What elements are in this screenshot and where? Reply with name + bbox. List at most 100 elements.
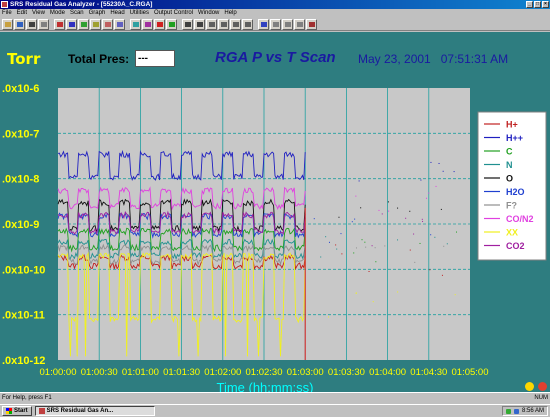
toolbar-button-11[interactable] bbox=[142, 18, 153, 30]
x-tick-label: 01:04:00 bbox=[369, 367, 406, 378]
unit-label: Torr bbox=[7, 50, 41, 68]
toolbar-button-22[interactable] bbox=[282, 18, 293, 30]
plot-time: 07:51:31 AM bbox=[440, 52, 509, 66]
windows-logo-icon bbox=[6, 408, 12, 414]
menu-graph[interactable]: Graph bbox=[88, 10, 106, 16]
toolbar-button-2[interactable] bbox=[26, 18, 37, 30]
series-point bbox=[340, 233, 342, 235]
series-point bbox=[341, 253, 343, 255]
minimize-button[interactable]: _ bbox=[526, 1, 533, 8]
toolbar-button-10[interactable] bbox=[130, 18, 141, 30]
tool-icon bbox=[284, 21, 291, 27]
table-icon bbox=[116, 21, 123, 27]
toolbar-button-20[interactable] bbox=[258, 18, 269, 30]
toolbar-button-18[interactable] bbox=[230, 18, 241, 30]
series-point bbox=[443, 245, 445, 247]
toolbar-button-24[interactable] bbox=[306, 18, 317, 30]
menu-mode[interactable]: Mode bbox=[49, 10, 65, 16]
series-point bbox=[425, 197, 427, 199]
toolbar-button-9[interactable] bbox=[114, 18, 125, 30]
series-point bbox=[384, 245, 386, 247]
menu-scan[interactable]: Scan bbox=[69, 10, 84, 16]
series-point bbox=[430, 161, 432, 163]
menu-edit[interactable]: Edit bbox=[16, 10, 28, 16]
series-point bbox=[335, 244, 337, 246]
toolbar-button-8[interactable] bbox=[102, 18, 113, 30]
status-bar: For Help, press F1 NUM bbox=[0, 392, 550, 403]
series-point bbox=[409, 210, 411, 212]
menu-head[interactable]: Head bbox=[110, 10, 125, 16]
x-axis-label: Time (hh:mm:ss) bbox=[216, 380, 313, 392]
series-point bbox=[405, 217, 407, 219]
toolbar-button-4[interactable] bbox=[54, 18, 65, 30]
series-point bbox=[421, 218, 423, 220]
series-point bbox=[434, 236, 436, 238]
plot-date: May 23, 2001 bbox=[358, 52, 431, 66]
toolbar-button-5[interactable] bbox=[66, 18, 77, 30]
menu-view[interactable]: View bbox=[32, 10, 45, 16]
network-icon[interactable] bbox=[505, 408, 511, 414]
app-icon[interactable] bbox=[1, 1, 8, 8]
taskbar-item-label: SRS Residual Gas An... bbox=[46, 408, 114, 414]
series-point bbox=[371, 245, 373, 247]
menu-output-control[interactable]: Output Control bbox=[154, 10, 194, 16]
window-titlebar[interactable]: SRS Residual Gas Analyzer - [55230A_C.RG… bbox=[0, 0, 550, 9]
series-point bbox=[368, 271, 370, 273]
menu-help[interactable]: Help bbox=[224, 10, 237, 16]
toolbar-button-1[interactable] bbox=[14, 18, 25, 30]
legend-entry: C bbox=[506, 147, 513, 157]
y-tick-label: .0x10-11 bbox=[2, 310, 45, 322]
toolbar-button-12[interactable] bbox=[154, 18, 165, 30]
x-tick-label: 01:00:30 bbox=[81, 367, 118, 378]
x-tick-label: 01:00:00 bbox=[40, 367, 77, 378]
series-point bbox=[351, 221, 353, 223]
series-point bbox=[325, 236, 327, 238]
series-line-h bbox=[57, 149, 306, 182]
clock: 8:56 AM bbox=[521, 408, 544, 414]
toolbar-button-13[interactable] bbox=[166, 18, 177, 30]
legend-entry: CO2 bbox=[506, 241, 525, 251]
pvst-plot-window[interactable]: .0x10-6 .0x10-7 .0x10-8 .0x10-9 .0x10-10 .0x1… bbox=[0, 32, 550, 392]
legend-entry: H2O bbox=[506, 187, 525, 197]
menu-window[interactable]: Window bbox=[198, 10, 220, 16]
series-line-n bbox=[57, 237, 306, 261]
toolbar-button-23[interactable] bbox=[294, 18, 305, 30]
toolbar-button-17[interactable] bbox=[218, 18, 229, 30]
series-point bbox=[388, 210, 390, 212]
volume-icon[interactable] bbox=[513, 408, 519, 414]
close-button[interactable]: × bbox=[542, 1, 549, 8]
maximize-button[interactable]: □ bbox=[534, 1, 541, 8]
series-point bbox=[441, 274, 443, 276]
stop-scan-icon[interactable] bbox=[538, 382, 547, 391]
zoom-icon bbox=[184, 21, 191, 27]
leak-icon bbox=[144, 21, 151, 27]
x-tick-label: 01:01:30 bbox=[163, 367, 200, 378]
menubar: File Edit View Mode Scan Graph Head Utilities Ou… bbox=[0, 9, 550, 17]
graph-icon bbox=[80, 21, 87, 27]
series-point bbox=[435, 185, 437, 187]
toolbar-button-21[interactable] bbox=[270, 18, 281, 30]
legend-entry: H++ bbox=[506, 133, 523, 143]
series-line-co2 bbox=[57, 210, 306, 236]
toolbar-button-0[interactable] bbox=[2, 18, 13, 30]
start-button[interactable]: Start bbox=[2, 406, 32, 416]
toolbar-button-16[interactable] bbox=[206, 18, 217, 30]
taskbar-item-rga[interactable]: SRS Residual Gas An... bbox=[34, 406, 155, 416]
series-point bbox=[419, 242, 421, 244]
series-point bbox=[355, 247, 357, 249]
series-point bbox=[428, 192, 430, 194]
toolbar-button-3[interactable] bbox=[38, 18, 49, 30]
toolbar-button-7[interactable] bbox=[90, 18, 101, 30]
series-point bbox=[409, 249, 411, 251]
menu-utilities[interactable]: Utilities bbox=[129, 10, 149, 16]
toolbar-button-19[interactable] bbox=[242, 18, 253, 30]
menu-file[interactable]: File bbox=[2, 10, 12, 16]
series-line-f bbox=[57, 243, 306, 266]
pvst-chart[interactable]: .0x10-6 .0x10-7 .0x10-8 .0x10-9 .0x10-10 .0x1… bbox=[0, 32, 550, 392]
toolbar-button-6[interactable] bbox=[78, 18, 89, 30]
about-icon bbox=[308, 21, 315, 27]
scan-indicator-icon[interactable] bbox=[525, 382, 534, 391]
toolbar-button-15[interactable] bbox=[194, 18, 205, 30]
toolbar-button-14[interactable] bbox=[182, 18, 193, 30]
scale-icon bbox=[220, 21, 227, 27]
